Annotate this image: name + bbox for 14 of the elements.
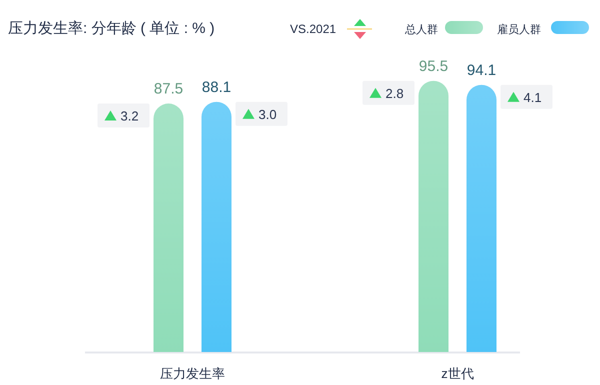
- annotation: 3.2: [120, 108, 139, 124]
- legend-label: 雇员人群: [497, 23, 541, 36]
- x-tick-label: 压力发生率: [160, 366, 225, 381]
- chart-title: 压力发生率: 分年龄 ( 单位 : % ): [8, 20, 215, 37]
- data-label: 88.1: [202, 78, 232, 96]
- text: 4.1: [524, 90, 542, 105]
- data-label: 95.5: [418, 58, 448, 75]
- data-label: 94.1: [466, 62, 496, 79]
- legend-label: 总人群: [404, 23, 438, 36]
- text: VS.2021: [290, 22, 336, 36]
- data-label: 87.5: [154, 80, 184, 98]
- x-tick-label: z世代: [441, 366, 474, 381]
- annotation: 3.0: [258, 106, 277, 122]
- annotation: 2.8: [386, 86, 404, 101]
